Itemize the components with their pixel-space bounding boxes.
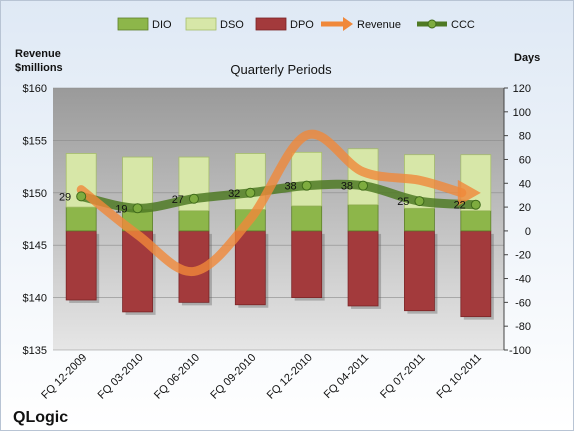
bar-dio: [460, 210, 492, 232]
x-tick-label: FQ 07-2011: [378, 352, 427, 401]
revenue-line: [76, 129, 467, 276]
y-left-tick-label: $155: [23, 135, 47, 147]
y-right-tick-label: -60: [515, 297, 531, 309]
legend-label-revenue: Revenue: [357, 19, 401, 31]
x-tick-label: FQ 12-2010: [265, 352, 315, 402]
bar-dio: [347, 204, 379, 232]
y-right-tick-label: 60: [519, 154, 531, 166]
legend-swatch-dio: [117, 17, 149, 31]
ccc-data-label: 38: [341, 181, 353, 193]
legend-swatch-dpo: [255, 17, 287, 31]
legend-marker-ccc: [427, 19, 437, 29]
y-right-tick-label: -20: [515, 250, 531, 262]
x-tick-label: FQ 03-2010: [96, 352, 146, 402]
y-left-tick-label: $135: [23, 345, 47, 357]
bar-dpo: [404, 230, 435, 312]
ccc-marker: [188, 193, 199, 204]
y-left-tick-label: $150: [23, 188, 47, 200]
y-left-tick-label: $160: [23, 83, 47, 95]
y-right-label: Days: [514, 52, 540, 64]
ccc-data-label: 38: [284, 181, 296, 193]
ccc-marker: [76, 191, 87, 202]
lines: 29 19 27 32 38 38 25 22: [59, 129, 481, 276]
ccc-data-label: 32: [228, 188, 240, 200]
y-right-tick-label: 0: [525, 226, 531, 238]
legend-label-ccc: CCC: [451, 19, 475, 31]
bar-dpo: [234, 230, 266, 306]
x-axis: FQ 12-2009 FQ 03-2010 FQ 06-2010 FQ 09-2010…: [39, 352, 484, 402]
bar-dio: [65, 206, 97, 232]
y-left-axis: $160 $155 $150 $145 $140 $135: [23, 83, 47, 357]
y-right-tick-label: -80: [515, 321, 531, 333]
y-left-label-1: Revenue: [15, 48, 61, 60]
ccc-marker: [245, 187, 256, 198]
ccc-marker: [414, 196, 425, 207]
ccc-marker: [301, 180, 312, 191]
x-tick-label: FQ 04-2011: [322, 352, 371, 401]
revenue-arrowhead: [457, 179, 481, 206]
y-right-tick-label: 120: [513, 83, 531, 95]
bar-dso: [291, 151, 323, 207]
bar-dio: [404, 207, 435, 232]
x-tick-label: FQ 12-2009: [39, 352, 89, 402]
ccc-data-label: 22: [454, 200, 466, 212]
y-right-tick-label: -40: [515, 274, 531, 286]
y-left-label-2: $millions: [15, 62, 63, 74]
brand-label: QLogic: [13, 409, 68, 426]
bars: [65, 148, 494, 320]
ccc-marker: [132, 203, 143, 214]
y-right-axis: 120 100 80 60 40 20 0 -20 -40 -60 -80 -100: [503, 83, 531, 357]
bar-dpo: [460, 230, 492, 318]
y-right-tick-label: 40: [519, 178, 531, 190]
bar-dpo: [65, 230, 97, 301]
legend-label-dso: DSO: [220, 19, 244, 31]
y-right-tick-label: 100: [513, 107, 531, 119]
legend: DIO DSO DPO Revenue CCC: [117, 17, 475, 31]
y-right-tick-label: 80: [519, 131, 531, 143]
y-right-tick-label: 20: [519, 202, 531, 214]
x-tick-label: FQ 06-2010: [152, 352, 202, 402]
ccc-data-label: 27: [172, 194, 184, 206]
y-left-tick-label: $145: [23, 240, 47, 252]
bar-dso: [122, 156, 153, 210]
ccc-marker: [358, 180, 369, 191]
ccc-data-label: 25: [397, 196, 409, 208]
ccc-data-label: 19: [115, 203, 127, 215]
legend-label-dpo: DPO: [290, 19, 314, 31]
bar-dio: [291, 205, 323, 232]
bar-dpo: [291, 230, 323, 298]
chart-title: Quarterly Periods: [230, 62, 332, 77]
legend-label-dio: DIO: [152, 19, 172, 31]
legend-swatch-dso: [185, 17, 217, 31]
x-tick-label: FQ 09-2010: [208, 352, 258, 402]
y-left-tick-label: $140: [23, 293, 47, 305]
ccc-data-label: 29: [59, 191, 71, 203]
ccc-marker: [470, 199, 481, 210]
legend-arrowhead-revenue: [343, 17, 353, 31]
x-tick-label: FQ 10-2011: [435, 352, 484, 401]
y-right-tick-label: -100: [509, 345, 531, 357]
bar-dpo: [347, 230, 379, 307]
bar-dio: [178, 210, 210, 232]
